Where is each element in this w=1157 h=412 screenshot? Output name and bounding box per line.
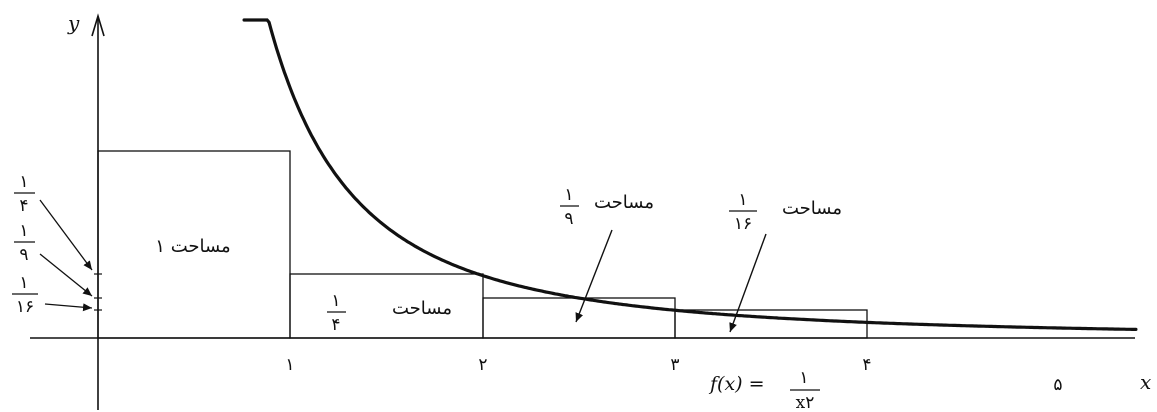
y-label-1-9: ۱ ۹ (14, 221, 35, 265)
curve-f-of-x (242, 18, 1138, 331)
formula-frac: ۱ x۲ (790, 368, 820, 412)
y-axis-arrow (91, 13, 105, 37)
arrow-to-y-1-4 (39, 199, 93, 271)
area-label-rect3-num: ۱ (564, 185, 573, 205)
arrow-to-rect4 (729, 233, 767, 333)
formula-lhs: f(x) = (708, 373, 765, 395)
y-label-1-16-num: ۱ (19, 273, 28, 293)
rect-area-1 (97, 150, 291, 339)
formula-den: x۲ (796, 393, 815, 412)
y-label-1-4-num: ۱ (19, 172, 28, 192)
y-label-1-16: ۱ ۱۶ (12, 273, 38, 317)
x-tick-2: ۲ (478, 355, 487, 375)
area-label-rect4-word: مساحت (782, 198, 842, 219)
formula-num: ۱ (799, 368, 808, 388)
y-label-1-9-den: ۹ (19, 245, 28, 265)
area-label-rect2-den: ۴ (331, 315, 340, 335)
arrow-to-rect3 (575, 229, 613, 323)
rect-area-1-4 (289, 273, 484, 339)
y-label-1-16-den: ۱۶ (16, 297, 34, 317)
y-label-1-4-den: ۴ (19, 196, 28, 216)
arrow-to-y-1-9 (39, 253, 93, 297)
area-label-rect2-frac: ۱ ۴ (327, 291, 346, 335)
x-axis-label: x (1140, 370, 1151, 394)
area-label-rect4-num: ۱ (738, 190, 747, 210)
area-label-rect2-word: مساحت (392, 298, 452, 319)
area-label-rect3-frac: ۱ ۹ (560, 185, 579, 229)
y-label-1-9-num: ۱ (19, 221, 28, 241)
area-label-rect2-num: ۱ (331, 291, 340, 311)
rect-area-1-9 (482, 297, 676, 339)
x-tick-1: ۱ (285, 355, 294, 375)
y-label-1-4: ۱ ۴ (14, 172, 35, 216)
area-label-rect3-word: مساحت (594, 192, 654, 213)
area-label-rect4-den: ۱۶ (734, 214, 752, 234)
x-tick-3: ۳ (670, 355, 679, 375)
area-label-rect1: مساحت ۱ (155, 236, 230, 257)
area-label-rect4-frac: ۱ ۱۶ (729, 190, 757, 234)
y-axis-label: y (67, 11, 80, 35)
arrow-to-y-1-16 (44, 303, 93, 312)
x-tick-4: ۴ (862, 355, 871, 375)
area-label-rect3-den: ۹ (564, 209, 573, 229)
x-tick-5: ۵ (1053, 375, 1062, 395)
